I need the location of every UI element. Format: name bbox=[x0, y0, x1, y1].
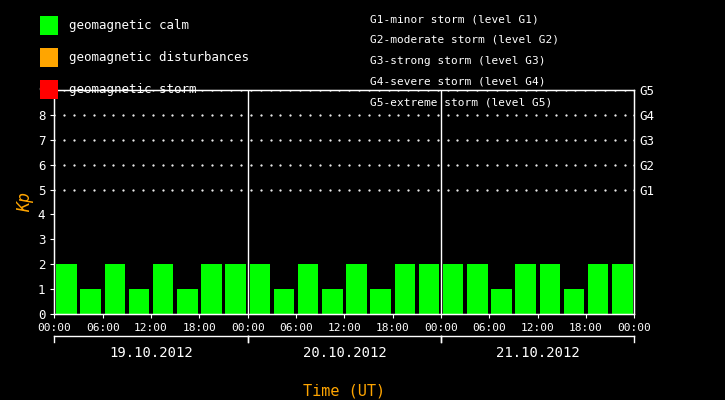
Text: G4-severe storm (level G4): G4-severe storm (level G4) bbox=[370, 76, 545, 86]
Text: geomagnetic disturbances: geomagnetic disturbances bbox=[69, 51, 249, 64]
Text: G5-extreme storm (level G5): G5-extreme storm (level G5) bbox=[370, 97, 552, 107]
Bar bbox=[273, 289, 294, 314]
Bar bbox=[177, 289, 197, 314]
Bar bbox=[394, 264, 415, 314]
Text: geomagnetic calm: geomagnetic calm bbox=[69, 19, 189, 32]
Bar bbox=[467, 264, 487, 314]
Bar bbox=[418, 264, 439, 314]
Text: 20.10.2012: 20.10.2012 bbox=[302, 346, 386, 360]
Bar bbox=[515, 264, 536, 314]
Bar bbox=[249, 264, 270, 314]
Bar bbox=[129, 289, 149, 314]
Text: Time (UT): Time (UT) bbox=[303, 383, 386, 398]
Text: geomagnetic storm: geomagnetic storm bbox=[69, 83, 196, 96]
Bar bbox=[298, 264, 318, 314]
Bar bbox=[539, 264, 560, 314]
Y-axis label: Kp: Kp bbox=[16, 192, 33, 212]
Bar bbox=[443, 264, 463, 314]
Text: 19.10.2012: 19.10.2012 bbox=[109, 346, 193, 360]
Bar bbox=[346, 264, 367, 314]
Text: G1-minor storm (level G1): G1-minor storm (level G1) bbox=[370, 14, 539, 24]
Bar bbox=[80, 289, 101, 314]
Text: G2-moderate storm (level G2): G2-moderate storm (level G2) bbox=[370, 35, 559, 45]
Bar bbox=[153, 264, 173, 314]
Bar bbox=[588, 264, 608, 314]
Bar bbox=[563, 289, 584, 314]
Text: G3-strong storm (level G3): G3-strong storm (level G3) bbox=[370, 56, 545, 66]
Bar bbox=[322, 289, 342, 314]
Bar bbox=[201, 264, 222, 314]
Text: 21.10.2012: 21.10.2012 bbox=[496, 346, 579, 360]
Bar bbox=[104, 264, 125, 314]
Bar bbox=[225, 264, 246, 314]
Bar bbox=[57, 264, 77, 314]
Bar bbox=[612, 264, 632, 314]
Bar bbox=[370, 289, 391, 314]
Bar bbox=[491, 289, 512, 314]
